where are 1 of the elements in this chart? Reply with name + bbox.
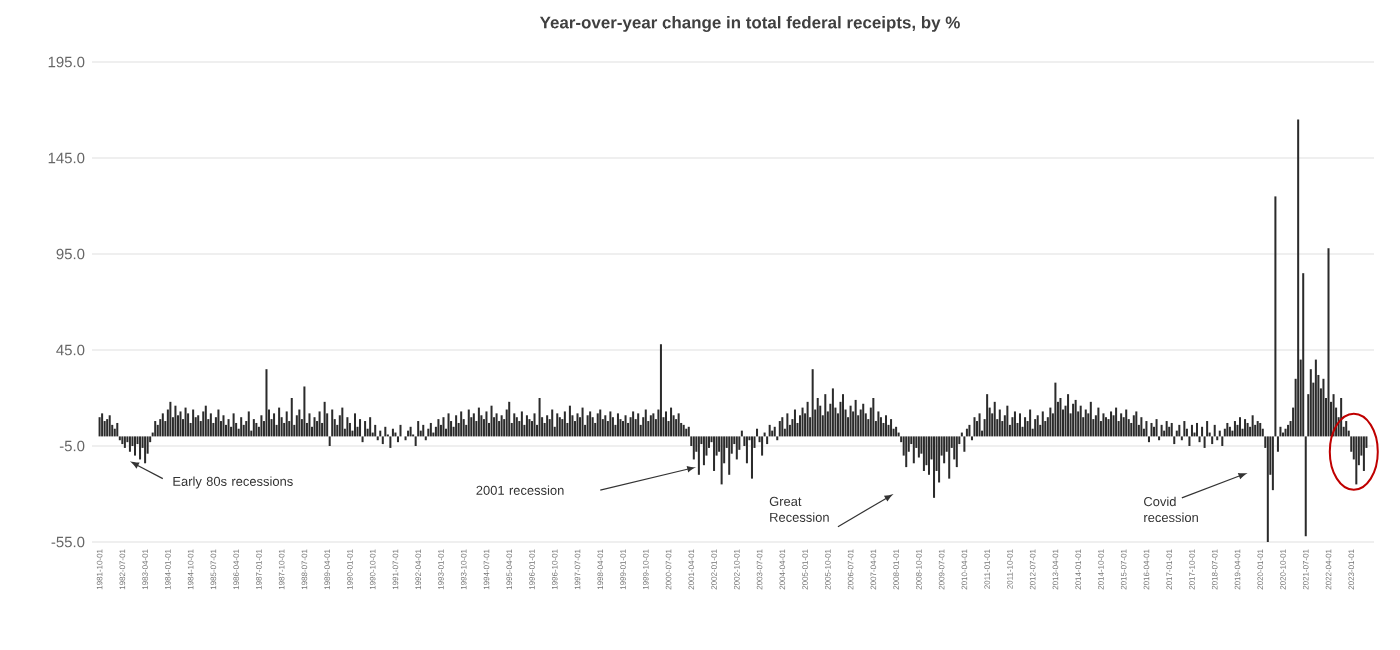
- chart-title: Year-over-year change in total federal receipts, by %: [539, 16, 960, 32]
